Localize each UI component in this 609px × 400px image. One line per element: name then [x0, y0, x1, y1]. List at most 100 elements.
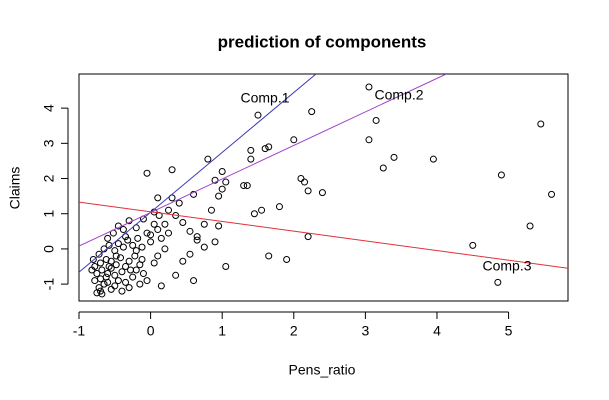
point	[164, 206, 172, 214]
y-tick-label: 3	[41, 139, 57, 147]
point	[114, 277, 122, 285]
point	[104, 270, 112, 278]
point	[143, 277, 151, 285]
component-label: Comp.3	[482, 258, 531, 274]
point	[204, 155, 212, 163]
point	[124, 236, 132, 244]
point	[127, 266, 135, 274]
point	[118, 287, 126, 295]
point	[179, 257, 187, 265]
point	[190, 277, 198, 285]
point	[98, 266, 106, 274]
point	[147, 238, 155, 246]
point	[186, 227, 194, 235]
point	[154, 252, 162, 260]
point	[250, 210, 258, 218]
point	[88, 266, 96, 274]
point	[265, 143, 273, 151]
component-label: Comp.1	[240, 90, 289, 106]
point	[218, 167, 226, 175]
point	[200, 243, 208, 251]
point	[150, 220, 158, 228]
point	[164, 229, 172, 237]
x-axis-title: Pens_ratio	[289, 362, 356, 378]
point	[150, 259, 158, 267]
point	[125, 257, 133, 265]
point	[261, 145, 269, 153]
point	[172, 271, 180, 279]
x-tick-label: 4	[433, 323, 441, 339]
point	[548, 190, 556, 198]
point	[111, 282, 119, 290]
point	[537, 120, 545, 128]
component-line	[79, 74, 447, 247]
point	[240, 182, 248, 190]
point	[469, 241, 477, 249]
point	[114, 240, 122, 248]
point	[207, 206, 215, 214]
point	[365, 83, 373, 91]
point	[247, 155, 255, 163]
point	[186, 250, 194, 258]
point	[193, 236, 201, 244]
point	[107, 285, 115, 293]
point	[211, 176, 219, 184]
point	[318, 189, 326, 197]
point	[275, 203, 283, 211]
component-line	[79, 201, 568, 269]
point	[247, 146, 255, 154]
point	[139, 270, 147, 278]
point	[211, 238, 219, 246]
point	[283, 255, 291, 263]
y-axis-title: Claims	[7, 167, 23, 210]
point	[372, 116, 380, 124]
x-tick-label: -1	[73, 323, 86, 339]
point	[494, 278, 502, 286]
point	[147, 231, 155, 239]
point	[222, 263, 230, 271]
point	[168, 166, 176, 174]
point	[138, 243, 146, 251]
y-tick-label: 2	[41, 174, 57, 182]
point	[118, 268, 126, 276]
point	[254, 111, 262, 119]
point	[161, 220, 169, 228]
point	[497, 171, 505, 179]
point	[215, 192, 223, 200]
point	[132, 247, 140, 255]
point	[143, 229, 151, 237]
point	[104, 234, 112, 242]
y-tick-label: 4	[41, 104, 57, 112]
component-label: Comp.2	[374, 87, 423, 103]
point	[243, 182, 251, 190]
point	[102, 273, 110, 281]
point	[95, 250, 103, 258]
point	[129, 241, 137, 249]
point	[117, 254, 125, 262]
point	[112, 252, 120, 260]
point	[136, 280, 144, 288]
point	[132, 266, 140, 274]
point	[95, 284, 103, 292]
plot-area	[79, 74, 568, 298]
point	[122, 263, 130, 271]
point	[105, 263, 113, 271]
point	[119, 243, 127, 251]
point	[125, 284, 133, 292]
point	[96, 259, 104, 267]
point	[390, 153, 398, 161]
point	[112, 261, 120, 269]
point	[154, 226, 162, 234]
x-tick-label: 3	[361, 323, 369, 339]
point	[111, 271, 119, 279]
point	[526, 222, 534, 230]
point	[258, 206, 266, 214]
x-tick-label: 5	[505, 323, 513, 339]
point	[129, 273, 137, 281]
point	[304, 187, 312, 195]
point	[122, 278, 130, 286]
point	[96, 275, 104, 283]
point	[265, 252, 273, 260]
point	[179, 219, 187, 227]
